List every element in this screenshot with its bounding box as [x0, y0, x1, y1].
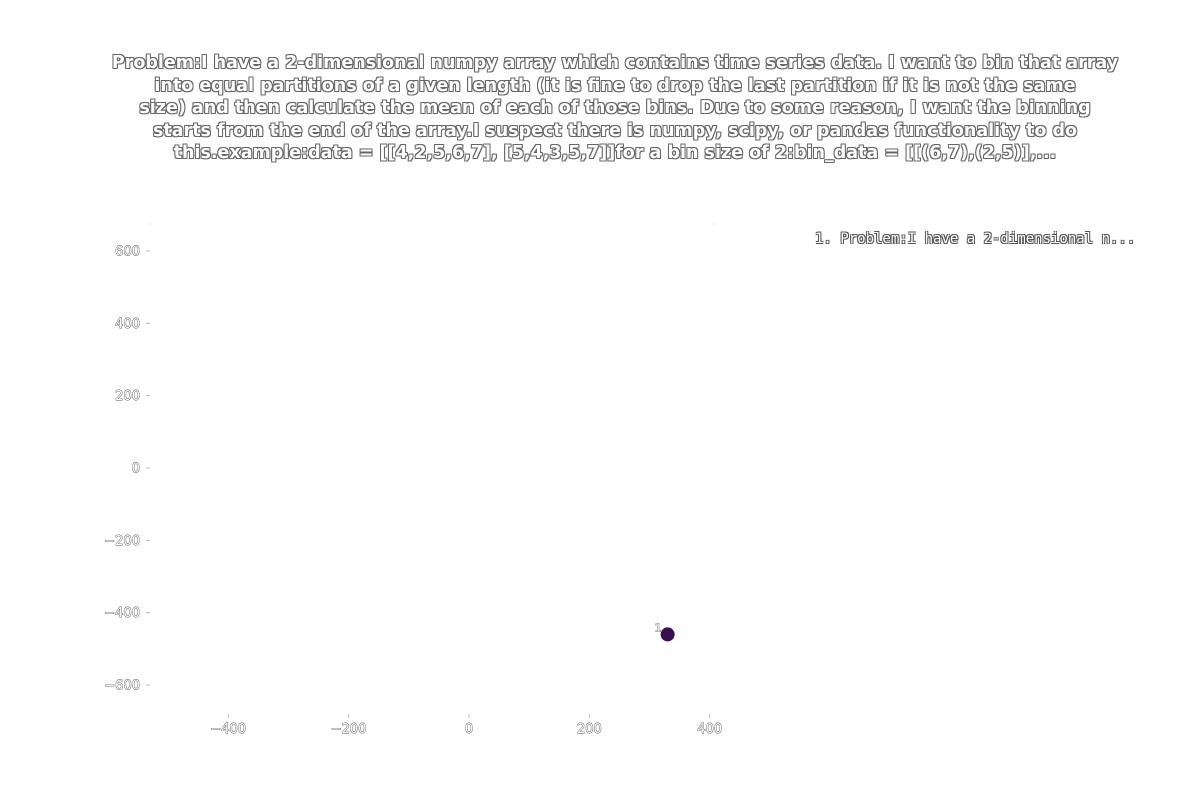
- y-tick-label: −600: [104, 679, 140, 694]
- legend-entry: 1. Problem:I have a 2-dimensional n...: [815, 231, 1136, 247]
- x-tick-label: −200: [331, 722, 367, 737]
- title-line: this.example:data = [[4,2,5,6,7], [5,4,3…: [173, 143, 1057, 163]
- y-tick-label: −400: [104, 606, 140, 621]
- x-tick-label: 0: [465, 722, 473, 737]
- title-line: Problem:I have a 2-dimensional numpy arr…: [111, 53, 1119, 73]
- title-line: size) and then calculate the mean of eac…: [139, 98, 1091, 118]
- y-tick-label: 0: [132, 462, 140, 477]
- y-tick-label: 400: [115, 317, 140, 332]
- y-tick-label: 200: [115, 389, 140, 404]
- x-tick-label: 400: [697, 722, 722, 737]
- title-line: into equal partitions of a given length …: [154, 75, 1076, 96]
- title-line: starts from the end of the array.I suspe…: [152, 120, 1078, 141]
- point-label: 1: [655, 621, 662, 634]
- scatter-point: [660, 627, 675, 642]
- x-tick-label: 200: [577, 722, 602, 737]
- y-tick-label: 600: [115, 244, 140, 259]
- x-tick-label: −400: [210, 722, 246, 737]
- chart-title: Problem:I have a 2-dimensional numpy arr…: [40, 52, 1190, 165]
- y-tick-label: −200: [104, 534, 140, 549]
